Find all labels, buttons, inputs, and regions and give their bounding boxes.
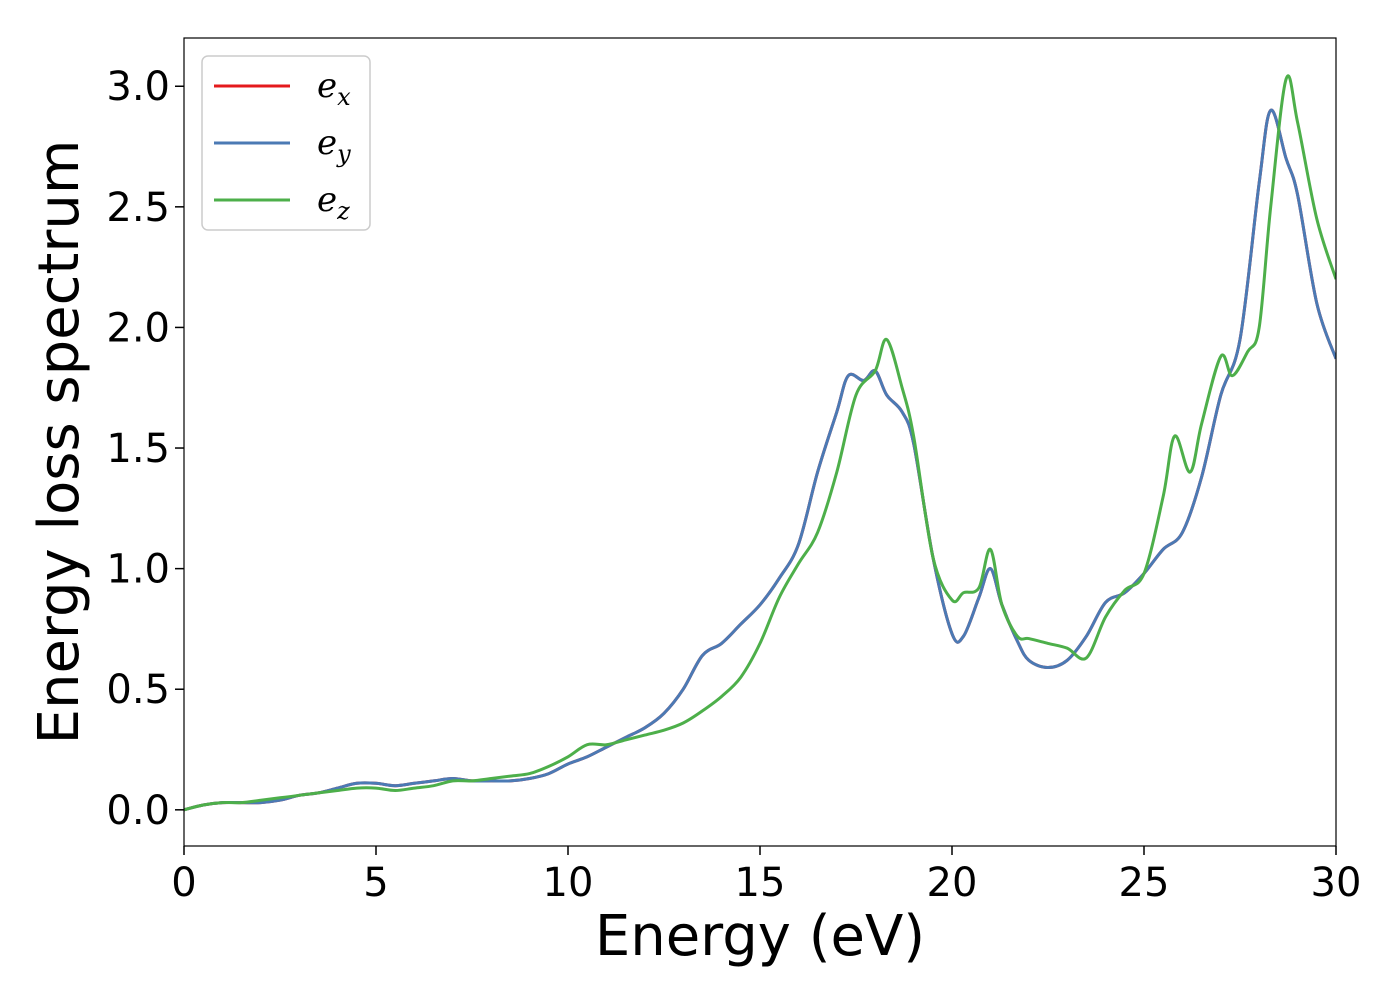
legend: ex ey ez [201, 55, 371, 231]
x-axis: 0 5 10 15 20 25 30 [171, 846, 1361, 906]
y-axis-title: Energy loss spectrum [27, 140, 92, 745]
x-tick-label: 25 [1119, 860, 1170, 906]
y-tick-label: 2.5 [106, 185, 170, 231]
y-tick-label: 2.0 [106, 305, 170, 351]
y-tick-label: 0.0 [106, 788, 170, 834]
x-tick-label: 20 [927, 860, 978, 906]
series-line-ez [184, 74, 1336, 812]
x-tick-label: 15 [735, 860, 786, 906]
legend-label-ez: ez [317, 180, 350, 225]
x-tick-label: 0 [171, 860, 196, 906]
y-tick-label: 1.5 [106, 426, 170, 472]
legend-label-ey: ey [317, 123, 351, 168]
x-tick-label: 10 [543, 860, 594, 906]
y-tick-label: 1.0 [106, 547, 170, 593]
legend-label-ex: ex [317, 66, 351, 111]
series-line-ey [184, 108, 1336, 812]
y-axis: 0.0 0.5 1.0 1.5 2.0 2.5 3.0 [106, 64, 184, 834]
x-tick-label: 5 [363, 860, 388, 906]
y-tick-label: 3.0 [106, 64, 170, 110]
series-layer [184, 74, 1336, 812]
x-tick-label: 30 [1311, 860, 1362, 906]
x-axis-title: Energy (eV) [595, 904, 925, 969]
y-tick-label: 0.5 [106, 667, 170, 713]
